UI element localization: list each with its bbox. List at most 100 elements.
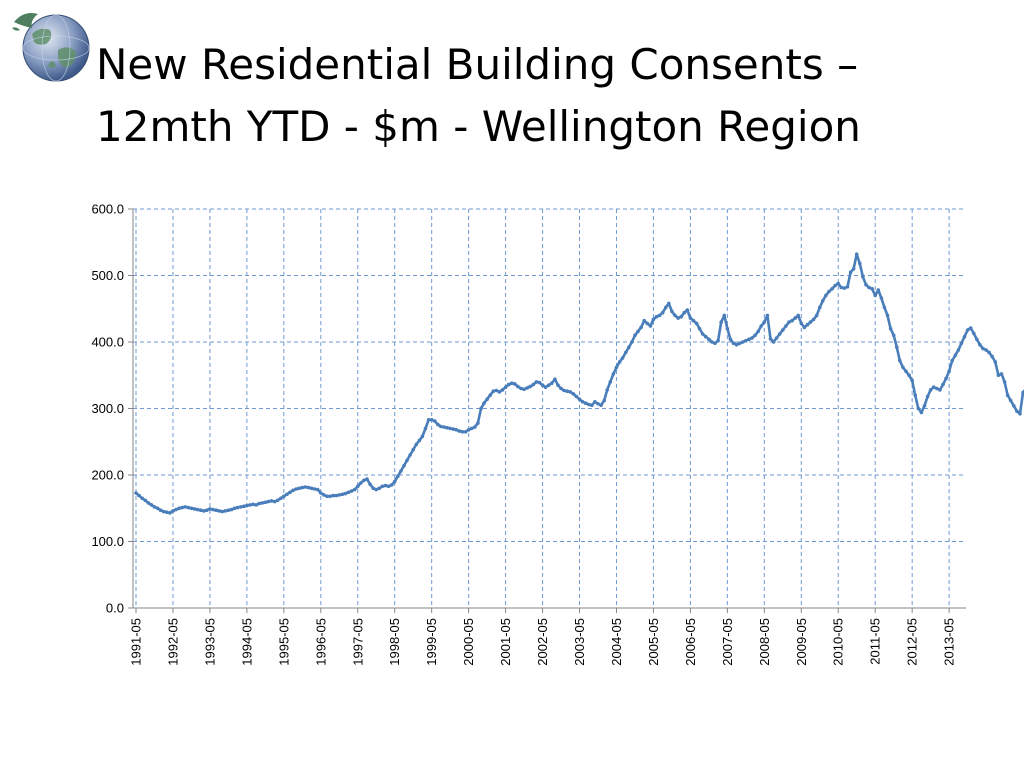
data-point xyxy=(506,382,511,387)
data-point xyxy=(469,426,474,431)
data-point xyxy=(762,320,767,324)
data-point xyxy=(821,299,825,303)
data-point xyxy=(614,365,619,370)
x-tick-label: 2012-05 xyxy=(905,618,920,666)
data-point xyxy=(1008,398,1013,403)
data-point xyxy=(202,509,206,513)
data-point xyxy=(226,508,231,512)
data-point xyxy=(174,507,178,512)
data-point xyxy=(343,491,348,496)
data-point xyxy=(867,285,871,290)
data-point xyxy=(851,267,856,271)
data-point xyxy=(873,293,877,298)
data-point xyxy=(282,494,286,499)
data-point xyxy=(707,337,711,342)
data-point xyxy=(1015,409,1019,414)
data-point xyxy=(146,501,151,505)
data-point xyxy=(448,426,453,431)
data-point xyxy=(420,434,425,439)
data-point xyxy=(359,481,363,485)
data-point xyxy=(315,487,320,492)
data-point xyxy=(426,418,431,422)
data-point xyxy=(417,438,422,443)
x-tick-label: 2007-05 xyxy=(720,618,735,666)
data-point xyxy=(787,320,791,324)
data-point xyxy=(328,494,332,499)
data-point xyxy=(380,484,385,489)
data-point xyxy=(392,479,397,484)
y-tick-label: 600.0 xyxy=(91,202,124,217)
data-point xyxy=(854,252,859,256)
data-point xyxy=(913,393,917,398)
data-point xyxy=(845,285,850,289)
data-point xyxy=(999,372,1004,376)
data-point xyxy=(248,503,252,507)
data-point xyxy=(325,494,329,499)
data-point xyxy=(235,505,240,510)
data-point xyxy=(848,270,853,275)
data-point xyxy=(306,485,311,490)
data-point xyxy=(836,281,840,286)
data-point xyxy=(577,397,582,402)
data-point xyxy=(402,463,406,468)
x-tick-label: 2011-05 xyxy=(868,618,883,665)
x-tick-label: 1996-05 xyxy=(313,618,328,666)
data-point xyxy=(722,313,727,318)
data-point xyxy=(781,328,785,332)
data-point xyxy=(827,289,831,294)
data-point xyxy=(814,313,819,318)
data-point xyxy=(186,505,191,510)
data-point xyxy=(876,288,881,292)
data-point xyxy=(608,380,613,384)
data-point xyxy=(1012,404,1016,408)
data-point xyxy=(476,421,480,425)
data-point xyxy=(528,384,532,389)
data-point xyxy=(140,496,144,501)
data-point xyxy=(651,317,656,322)
data-point xyxy=(710,340,714,344)
data-point xyxy=(229,507,234,512)
data-point xyxy=(349,489,354,493)
data-point xyxy=(466,428,471,432)
data-point xyxy=(777,332,782,336)
data-point xyxy=(399,469,403,473)
data-point xyxy=(285,492,289,497)
data-point xyxy=(697,326,702,331)
data-point xyxy=(784,324,788,328)
data-point xyxy=(799,321,804,326)
x-tick-label: 2009-05 xyxy=(794,618,809,666)
data-point xyxy=(565,389,569,394)
data-point xyxy=(879,296,884,300)
data-point xyxy=(950,358,954,363)
data-point xyxy=(531,382,536,387)
data-point xyxy=(537,380,542,385)
data-point xyxy=(371,486,376,491)
data-point xyxy=(919,410,924,415)
data-point xyxy=(257,501,262,506)
data-point xyxy=(352,487,357,492)
data-point xyxy=(309,486,314,491)
data-point xyxy=(660,310,665,315)
data-point xyxy=(485,397,489,402)
x-tick-label: 1992-05 xyxy=(165,618,180,666)
data-point xyxy=(319,491,323,495)
data-point xyxy=(454,428,459,432)
slide-title-line1: New Residential Building Consents – xyxy=(96,40,859,89)
data-point xyxy=(337,493,342,497)
data-point xyxy=(220,509,224,514)
data-point xyxy=(198,508,203,512)
data-point xyxy=(439,424,443,429)
data-point xyxy=(279,496,283,501)
data-point xyxy=(322,493,326,497)
data-point xyxy=(574,394,579,399)
data-point xyxy=(223,509,228,513)
data-point xyxy=(303,485,308,489)
data-point xyxy=(460,430,465,434)
data-point xyxy=(858,261,862,266)
data-point xyxy=(700,332,705,336)
data-point xyxy=(297,486,302,491)
slide-title: New Residential Building Consents – 12mt… xyxy=(96,34,996,158)
x-tick-label: 2013-05 xyxy=(942,618,957,666)
data-point xyxy=(824,293,828,298)
x-tick-label: 1999-05 xyxy=(424,618,439,666)
